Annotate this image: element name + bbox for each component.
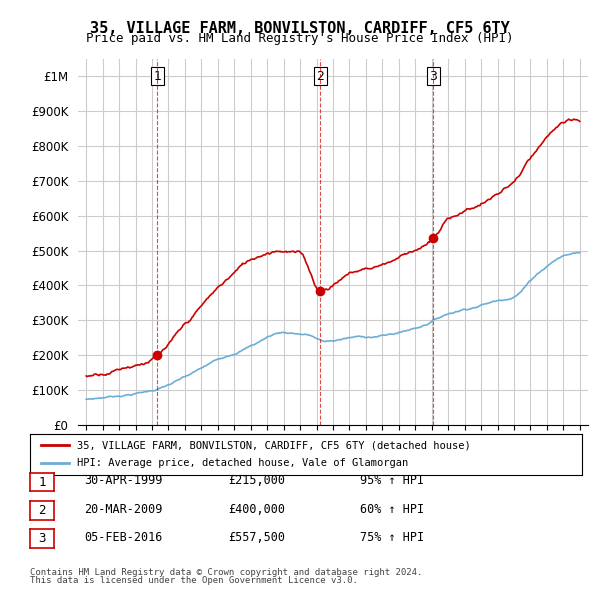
Text: 2: 2 (38, 504, 46, 517)
Text: 20-MAR-2009: 20-MAR-2009 (84, 503, 163, 516)
Text: 1: 1 (154, 70, 161, 83)
Text: 75% ↑ HPI: 75% ↑ HPI (360, 531, 424, 544)
Text: 3: 3 (38, 532, 46, 545)
Text: 35, VILLAGE FARM, BONVILSTON, CARDIFF, CF5 6TY: 35, VILLAGE FARM, BONVILSTON, CARDIFF, C… (90, 21, 510, 35)
Text: 30-APR-1999: 30-APR-1999 (84, 474, 163, 487)
Text: Price paid vs. HM Land Registry's House Price Index (HPI): Price paid vs. HM Land Registry's House … (86, 32, 514, 45)
Text: 3: 3 (430, 70, 437, 83)
Text: 95% ↑ HPI: 95% ↑ HPI (360, 474, 424, 487)
Text: £400,000: £400,000 (228, 503, 285, 516)
Text: This data is licensed under the Open Government Licence v3.0.: This data is licensed under the Open Gov… (30, 576, 358, 585)
Text: 1: 1 (38, 476, 46, 489)
Text: Contains HM Land Registry data © Crown copyright and database right 2024.: Contains HM Land Registry data © Crown c… (30, 568, 422, 577)
Text: £215,000: £215,000 (228, 474, 285, 487)
Text: HPI: Average price, detached house, Vale of Glamorgan: HPI: Average price, detached house, Vale… (77, 458, 408, 468)
Text: £557,500: £557,500 (228, 531, 285, 544)
Text: 60% ↑ HPI: 60% ↑ HPI (360, 503, 424, 516)
Text: 2: 2 (316, 70, 324, 83)
Text: 05-FEB-2016: 05-FEB-2016 (84, 531, 163, 544)
Text: 35, VILLAGE FARM, BONVILSTON, CARDIFF, CF5 6TY (detached house): 35, VILLAGE FARM, BONVILSTON, CARDIFF, C… (77, 440, 470, 450)
